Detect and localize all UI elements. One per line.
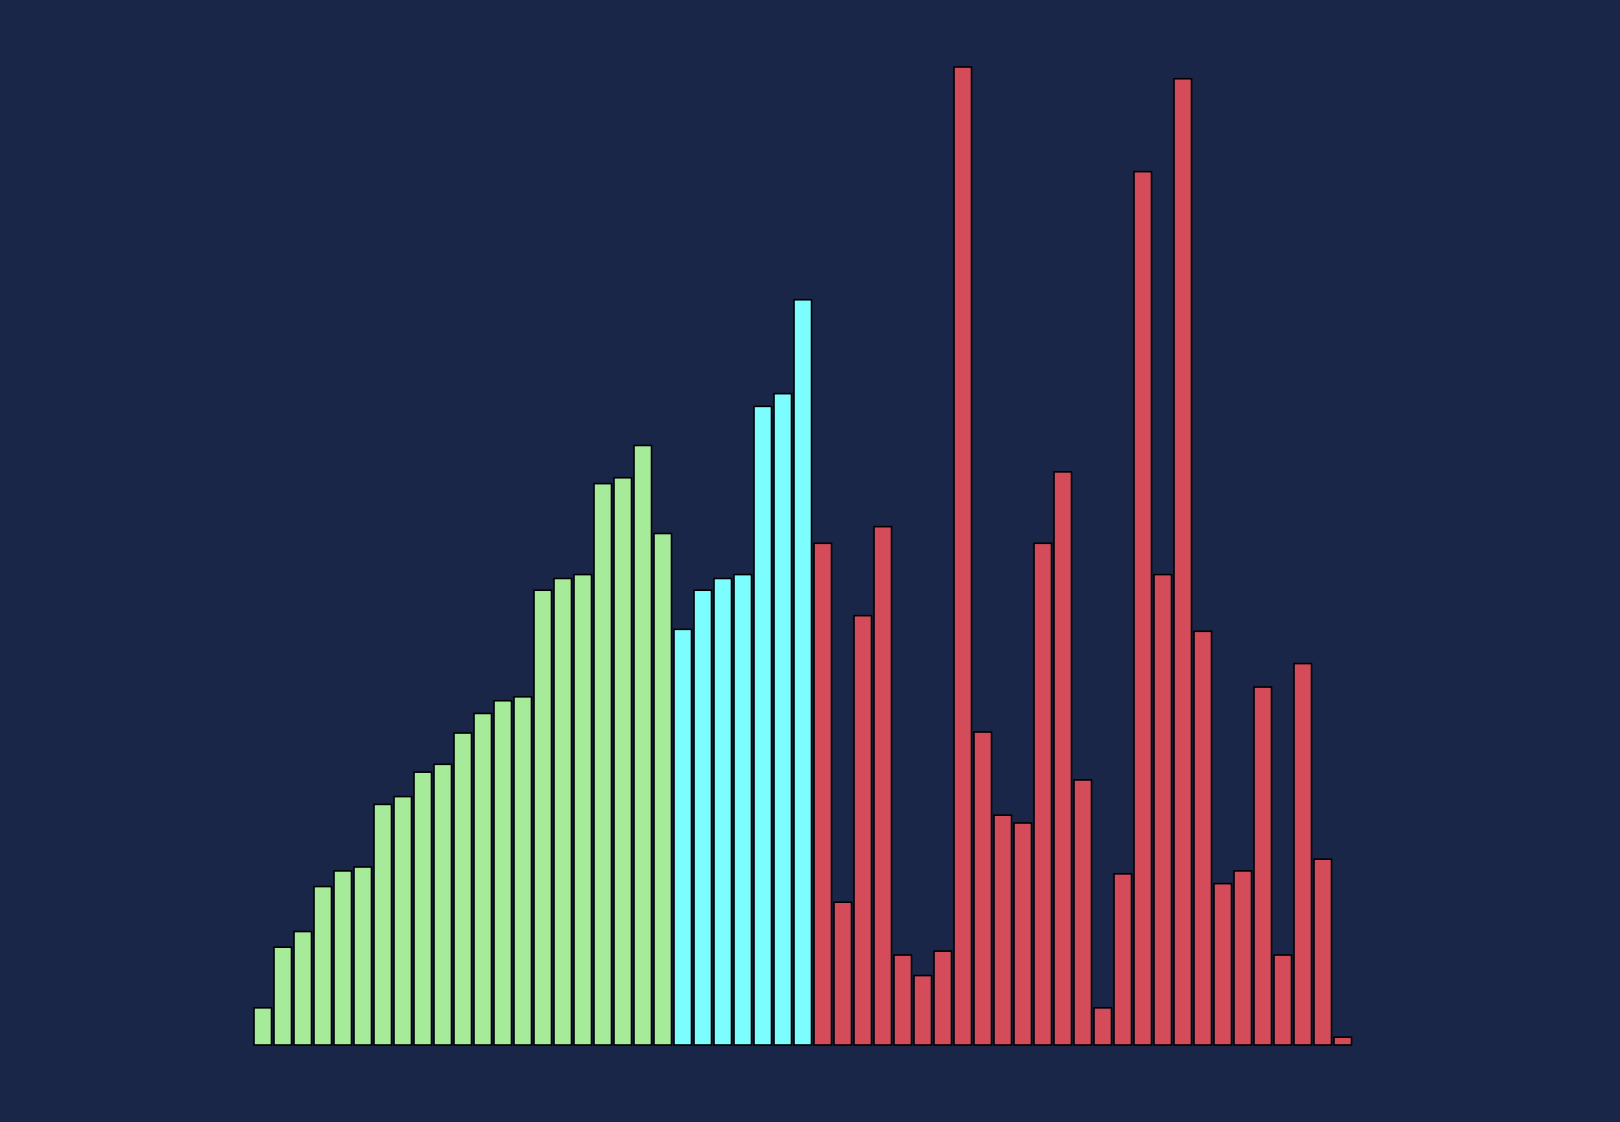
bar-series-1-item-16 [553,577,573,1046]
bar-series-3-item-9 [973,731,993,1046]
bar-series-1-item-3 [293,930,313,1046]
bar-series-1-item-14 [513,696,533,1046]
bar-series-1-item-17 [573,573,593,1046]
bar-series-2-item-7 [793,298,813,1046]
bar-series-3-item-4 [873,525,893,1046]
bar-series-3-item-12 [1033,542,1053,1046]
bar-series-3-item-27 [1333,1036,1353,1046]
bar-series-3-item-2 [833,901,853,1046]
bar-series-2-item-5 [753,405,773,1046]
bar-series-1-item-8 [393,795,413,1046]
bar-series-1-item-9 [413,771,433,1046]
bar-series-3-item-15 [1093,1007,1113,1046]
bar-series-3-item-6 [913,974,933,1046]
bar-series-1-item-6 [353,866,373,1046]
bar-series-3-item-22 [1233,870,1253,1046]
bar-series-3-item-8 [953,66,973,1046]
bars-group [253,66,1353,1046]
bar-series-3-item-19 [1173,77,1193,1046]
bar-series-1-item-10 [433,763,453,1046]
bar-series-3-item-18 [1153,573,1173,1046]
bar-series-2-item-2 [693,589,713,1046]
bar-series-3-item-20 [1193,630,1213,1046]
bar-series-1-item-15 [533,589,553,1046]
bar-series-3-item-1 [813,542,833,1046]
bar-series-3-item-3 [853,614,873,1046]
bar-series-3-item-10 [993,814,1013,1046]
bar-series-1-item-5 [333,870,353,1046]
bar-series-1-item-1 [253,1007,273,1046]
bar-series-1-item-12 [473,712,493,1046]
bar-series-3-item-5 [893,954,913,1046]
bar-series-3-item-26 [1313,858,1333,1046]
bar-series-2-item-3 [713,577,733,1046]
bar-series-2-item-4 [733,573,753,1046]
bar-series-1-item-2 [273,946,293,1046]
bar-series-3-item-7 [933,950,953,1046]
bar-series-1-item-20 [633,444,653,1046]
bar-series-3-item-11 [1013,822,1033,1046]
bar-series-3-item-13 [1053,471,1073,1046]
bar-series-3-item-17 [1133,170,1153,1046]
bar-series-1-item-11 [453,732,473,1046]
bar-series-1-item-13 [493,699,513,1046]
bar-series-2-item-1 [673,628,693,1046]
bar-series-3-item-24 [1273,954,1293,1046]
bar-series-1-item-19 [613,476,633,1046]
bar-series-3-item-14 [1073,779,1093,1046]
bar-series-1-item-7 [373,803,393,1046]
bar-series-3-item-25 [1293,662,1313,1046]
bar-series-1-item-18 [593,482,613,1046]
bar-series-3-item-23 [1253,686,1273,1046]
bar-series-2-item-6 [773,392,793,1046]
bar-series-3-item-21 [1213,882,1233,1046]
bar-series-3-item-16 [1113,873,1133,1046]
bar-series-1-item-4 [313,885,333,1046]
bar-series-1-item-21 [653,532,673,1046]
